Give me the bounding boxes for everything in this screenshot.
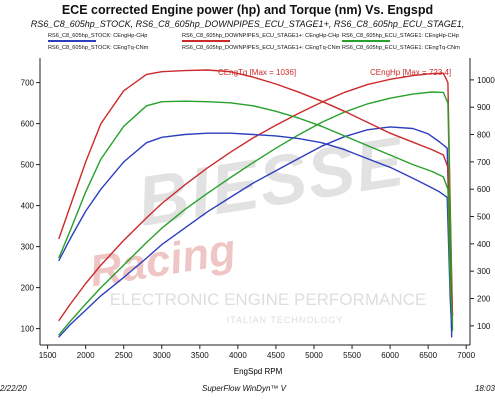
legend-item-stage1-hp: RS6_C8_605hp_ECU_STAGE1: CEngHp-CHp bbox=[342, 33, 459, 39]
watermark-line2: ITALIAN TECHNOLOGY bbox=[227, 315, 344, 325]
y-right-tick-label: 700 bbox=[477, 158, 491, 167]
y-left-tick-label: 700 bbox=[21, 79, 35, 88]
watermark-line1: ELECTRONIC ENGINE PERFORMANCE bbox=[110, 290, 426, 309]
watermark-script: Racing bbox=[86, 225, 239, 296]
footer-date: 2/22/20 bbox=[0, 384, 27, 393]
x-axis-label: EngSpd RPM bbox=[234, 367, 283, 376]
x-tick-label: 2000 bbox=[77, 351, 95, 360]
x-tick-label: 4500 bbox=[267, 351, 285, 360]
x-tick-label: 5500 bbox=[343, 351, 361, 360]
footer-software: SuperFlow WinDyn™ V bbox=[202, 384, 286, 393]
x-tick-label: 1500 bbox=[39, 351, 57, 360]
y-right-tick-label: 1000 bbox=[477, 76, 495, 85]
x-tick-label: 6500 bbox=[419, 351, 437, 360]
legend-item-downpipes-tq: RS6_C8_605hp_DOWNPIPES_ECU_STAGE1+: CEng… bbox=[182, 45, 341, 51]
x-tick-label: 6000 bbox=[381, 351, 399, 360]
legend-swatch-downpipes-hp bbox=[182, 40, 230, 42]
legend-item-downpipes-hp: RS6_C8_605hp_DOWNPIPES_ECU_STAGE1+: CEng… bbox=[182, 33, 340, 39]
y-left-tick-label: 600 bbox=[21, 120, 35, 129]
series-line-3 bbox=[58, 132, 453, 330]
annotation-tq-max: CEngTq [Max = 1036] bbox=[218, 68, 296, 77]
y-left-tick-label: 200 bbox=[21, 284, 35, 293]
legend-item-stock-tq: RS6_C8_605hp_STOCK: CEngTq-CNm bbox=[48, 45, 149, 51]
x-tick-label: 7000 bbox=[457, 351, 475, 360]
series-line-0 bbox=[58, 126, 453, 338]
chart-title: ECE corrected Engine power (hp) and Torq… bbox=[61, 3, 434, 17]
legend-swatch-stage1-hp bbox=[342, 40, 390, 42]
y-right-tick-label: 600 bbox=[477, 185, 491, 194]
x-tick-label: 3000 bbox=[153, 351, 171, 360]
y-left-tick-label: 500 bbox=[21, 161, 35, 170]
y-left-tick-label: 400 bbox=[21, 202, 35, 211]
y-right-tick-label: 400 bbox=[477, 240, 491, 249]
y-left-tick-label: 100 bbox=[21, 325, 35, 334]
y-right-tick-label: 800 bbox=[477, 131, 491, 140]
y-right-tick-label: 900 bbox=[477, 103, 491, 112]
y-left-tick-label: 300 bbox=[21, 243, 35, 252]
series-line-4 bbox=[58, 69, 454, 316]
legend-item-stage1-tq: RS6_C8_605hp_ECU_STAGE1: CEngTq-CNm bbox=[342, 45, 460, 51]
x-tick-label: 4000 bbox=[229, 351, 247, 360]
y-right-tick-label: 200 bbox=[477, 295, 491, 304]
watermark-brand: BIESSE bbox=[132, 122, 410, 241]
annotation-hp-max: CEngHp [Max = 723.4] bbox=[370, 68, 451, 77]
chart-subtitle: RS6_C8_605hp_STOCK, RS6_C8_605hp_DOWNPIP… bbox=[30, 19, 465, 29]
y-right-tick-label: 300 bbox=[477, 267, 491, 276]
footer-time: 18:03 bbox=[474, 384, 495, 393]
y-right-tick-label: 500 bbox=[477, 213, 491, 222]
chart-series bbox=[58, 69, 454, 338]
series-line-5 bbox=[58, 100, 454, 324]
legend-item-stock-hp: RS6_C8_605hp_STOCK: CEngHp-CHp bbox=[48, 33, 148, 39]
x-tick-label: 2500 bbox=[115, 351, 133, 360]
x-tick-label: 3500 bbox=[191, 351, 209, 360]
series-line-1 bbox=[58, 72, 454, 322]
x-tick-label: 5000 bbox=[305, 351, 323, 360]
series-line-2 bbox=[58, 91, 454, 336]
watermark-logo: BIESSE Racing ELECTRONIC ENGINE PERFORMA… bbox=[86, 122, 426, 325]
chart-axes: 1500 2000 2500 3000 3500 4000 4500 5000 5500 6000… bbox=[21, 58, 495, 360]
legend-swatch-stock-hp bbox=[48, 40, 96, 42]
y-right-tick-label: 100 bbox=[477, 322, 491, 331]
